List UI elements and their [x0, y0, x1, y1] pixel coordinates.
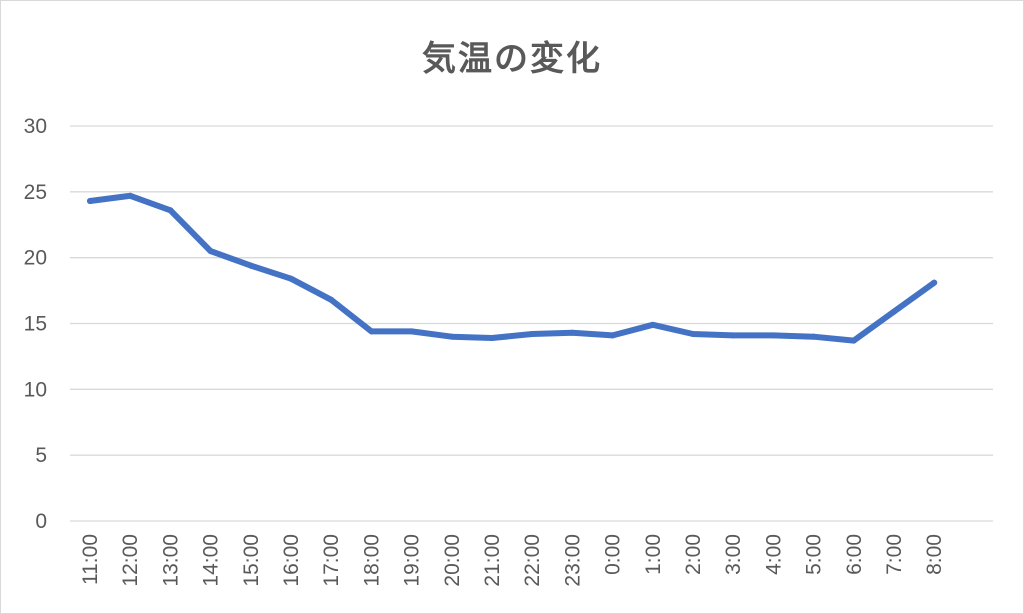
data-point	[690, 331, 696, 338]
y-tick-label: 5	[35, 444, 47, 467]
data-point	[328, 296, 335, 303]
data-point	[891, 308, 897, 315]
y-tick-label: 15	[24, 313, 47, 336]
data-point	[489, 334, 495, 341]
x-tick-label: 6:00	[843, 534, 866, 575]
data-point	[408, 328, 415, 335]
x-tick-label: 7:00	[883, 534, 906, 575]
data-point	[127, 192, 134, 199]
y-tick-label: 25	[24, 181, 47, 204]
x-tick-label: 11:00	[79, 534, 102, 585]
data-point	[770, 332, 777, 339]
data-point	[529, 331, 536, 338]
x-tick-label: 16:00	[280, 534, 303, 587]
data-point	[569, 329, 576, 336]
series-line-0	[87, 192, 938, 344]
x-tick-label: 1:00	[642, 534, 665, 575]
x-tick-label: 15:00	[240, 534, 263, 587]
x-tick-label: 12:00	[119, 534, 142, 587]
x-tick-label: 3:00	[722, 534, 745, 575]
data-point	[448, 333, 455, 340]
x-tick-label: 2:00	[682, 534, 705, 575]
x-tick-label: 4:00	[762, 534, 785, 575]
y-axis: 0 5 10 15 20 25 30	[24, 115, 47, 533]
x-tick-label: 19:00	[401, 534, 424, 587]
x-tick-label: 13:00	[159, 534, 182, 587]
data-point	[931, 279, 938, 286]
data-point	[288, 275, 294, 282]
data-point	[368, 328, 375, 335]
x-tick-label: 20:00	[441, 534, 464, 587]
x-tick-label: 0:00	[602, 534, 625, 575]
y-tick-label: 10	[24, 378, 47, 401]
series-layer	[87, 192, 938, 344]
x-tick-label: 14:00	[200, 534, 223, 587]
data-point	[810, 333, 817, 340]
data-point	[167, 207, 174, 214]
x-tick-label: 17:00	[320, 534, 343, 587]
x-tick-label: 23:00	[561, 534, 584, 587]
data-point	[87, 198, 93, 205]
x-tick-label: 18:00	[360, 534, 383, 587]
x-tick-label: 22:00	[521, 534, 544, 587]
x-axis: 11:00 12:00 13:00 14:00 15:00 16:00 17:00 18:00…	[79, 534, 946, 587]
y-tick-label: 20	[24, 247, 47, 270]
y-tick-label: 0	[35, 510, 47, 533]
x-tick-label: 21:00	[481, 534, 504, 587]
data-point	[730, 332, 737, 339]
data-point	[649, 321, 656, 328]
data-point	[207, 248, 214, 255]
data-point	[609, 332, 616, 339]
x-tick-label: 5:00	[803, 534, 826, 575]
chart-title: 気温の変化	[422, 39, 602, 79]
y-tick-label: 30	[24, 115, 47, 138]
data-point	[247, 262, 254, 269]
x-tick-label: 8:00	[923, 534, 946, 575]
data-point	[850, 337, 857, 344]
gridlines	[70, 125, 993, 522]
